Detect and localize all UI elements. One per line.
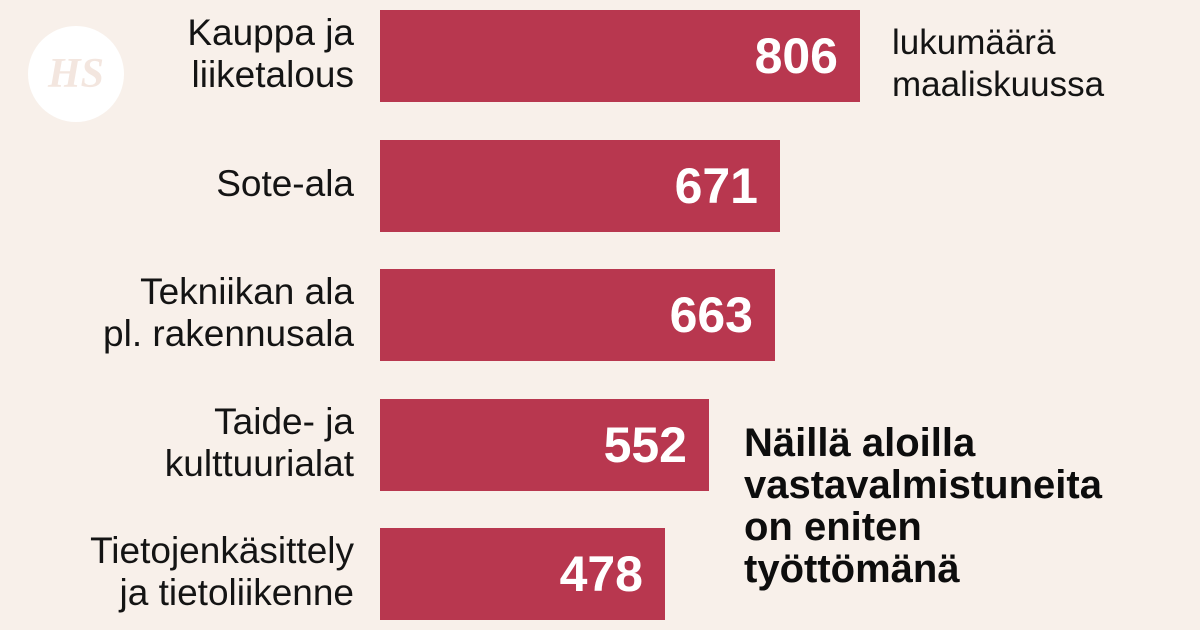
category-label: Kauppa ja liiketalous (187, 12, 354, 95)
bar (380, 399, 709, 491)
bar-value-label: 552 (603, 417, 687, 473)
bar-value-label: 663 (669, 287, 753, 343)
category-label: Tekniikan ala pl. rakennusala (103, 271, 354, 354)
category-label: Sote-ala (216, 163, 354, 204)
bar (380, 10, 860, 102)
bar (380, 269, 775, 361)
chart-title: Näillä aloilla vastavalmistuneita on eni… (744, 421, 1102, 591)
category-label: Tietojenkäsittely ja tietoliikenne (90, 530, 354, 613)
category-label: Taide- ja kulttuurialat (164, 401, 354, 484)
bar-value-label: 478 (559, 546, 643, 602)
hs-logo-text: HS (47, 51, 105, 97)
hs-logo-icon (28, 26, 124, 122)
bar-value-label: 806 (754, 28, 838, 84)
bar-value-label: 671 (674, 158, 758, 214)
unit-label: lukumäärä maaliskuussa (892, 23, 1105, 104)
bar (380, 528, 665, 620)
bar (380, 140, 780, 232)
